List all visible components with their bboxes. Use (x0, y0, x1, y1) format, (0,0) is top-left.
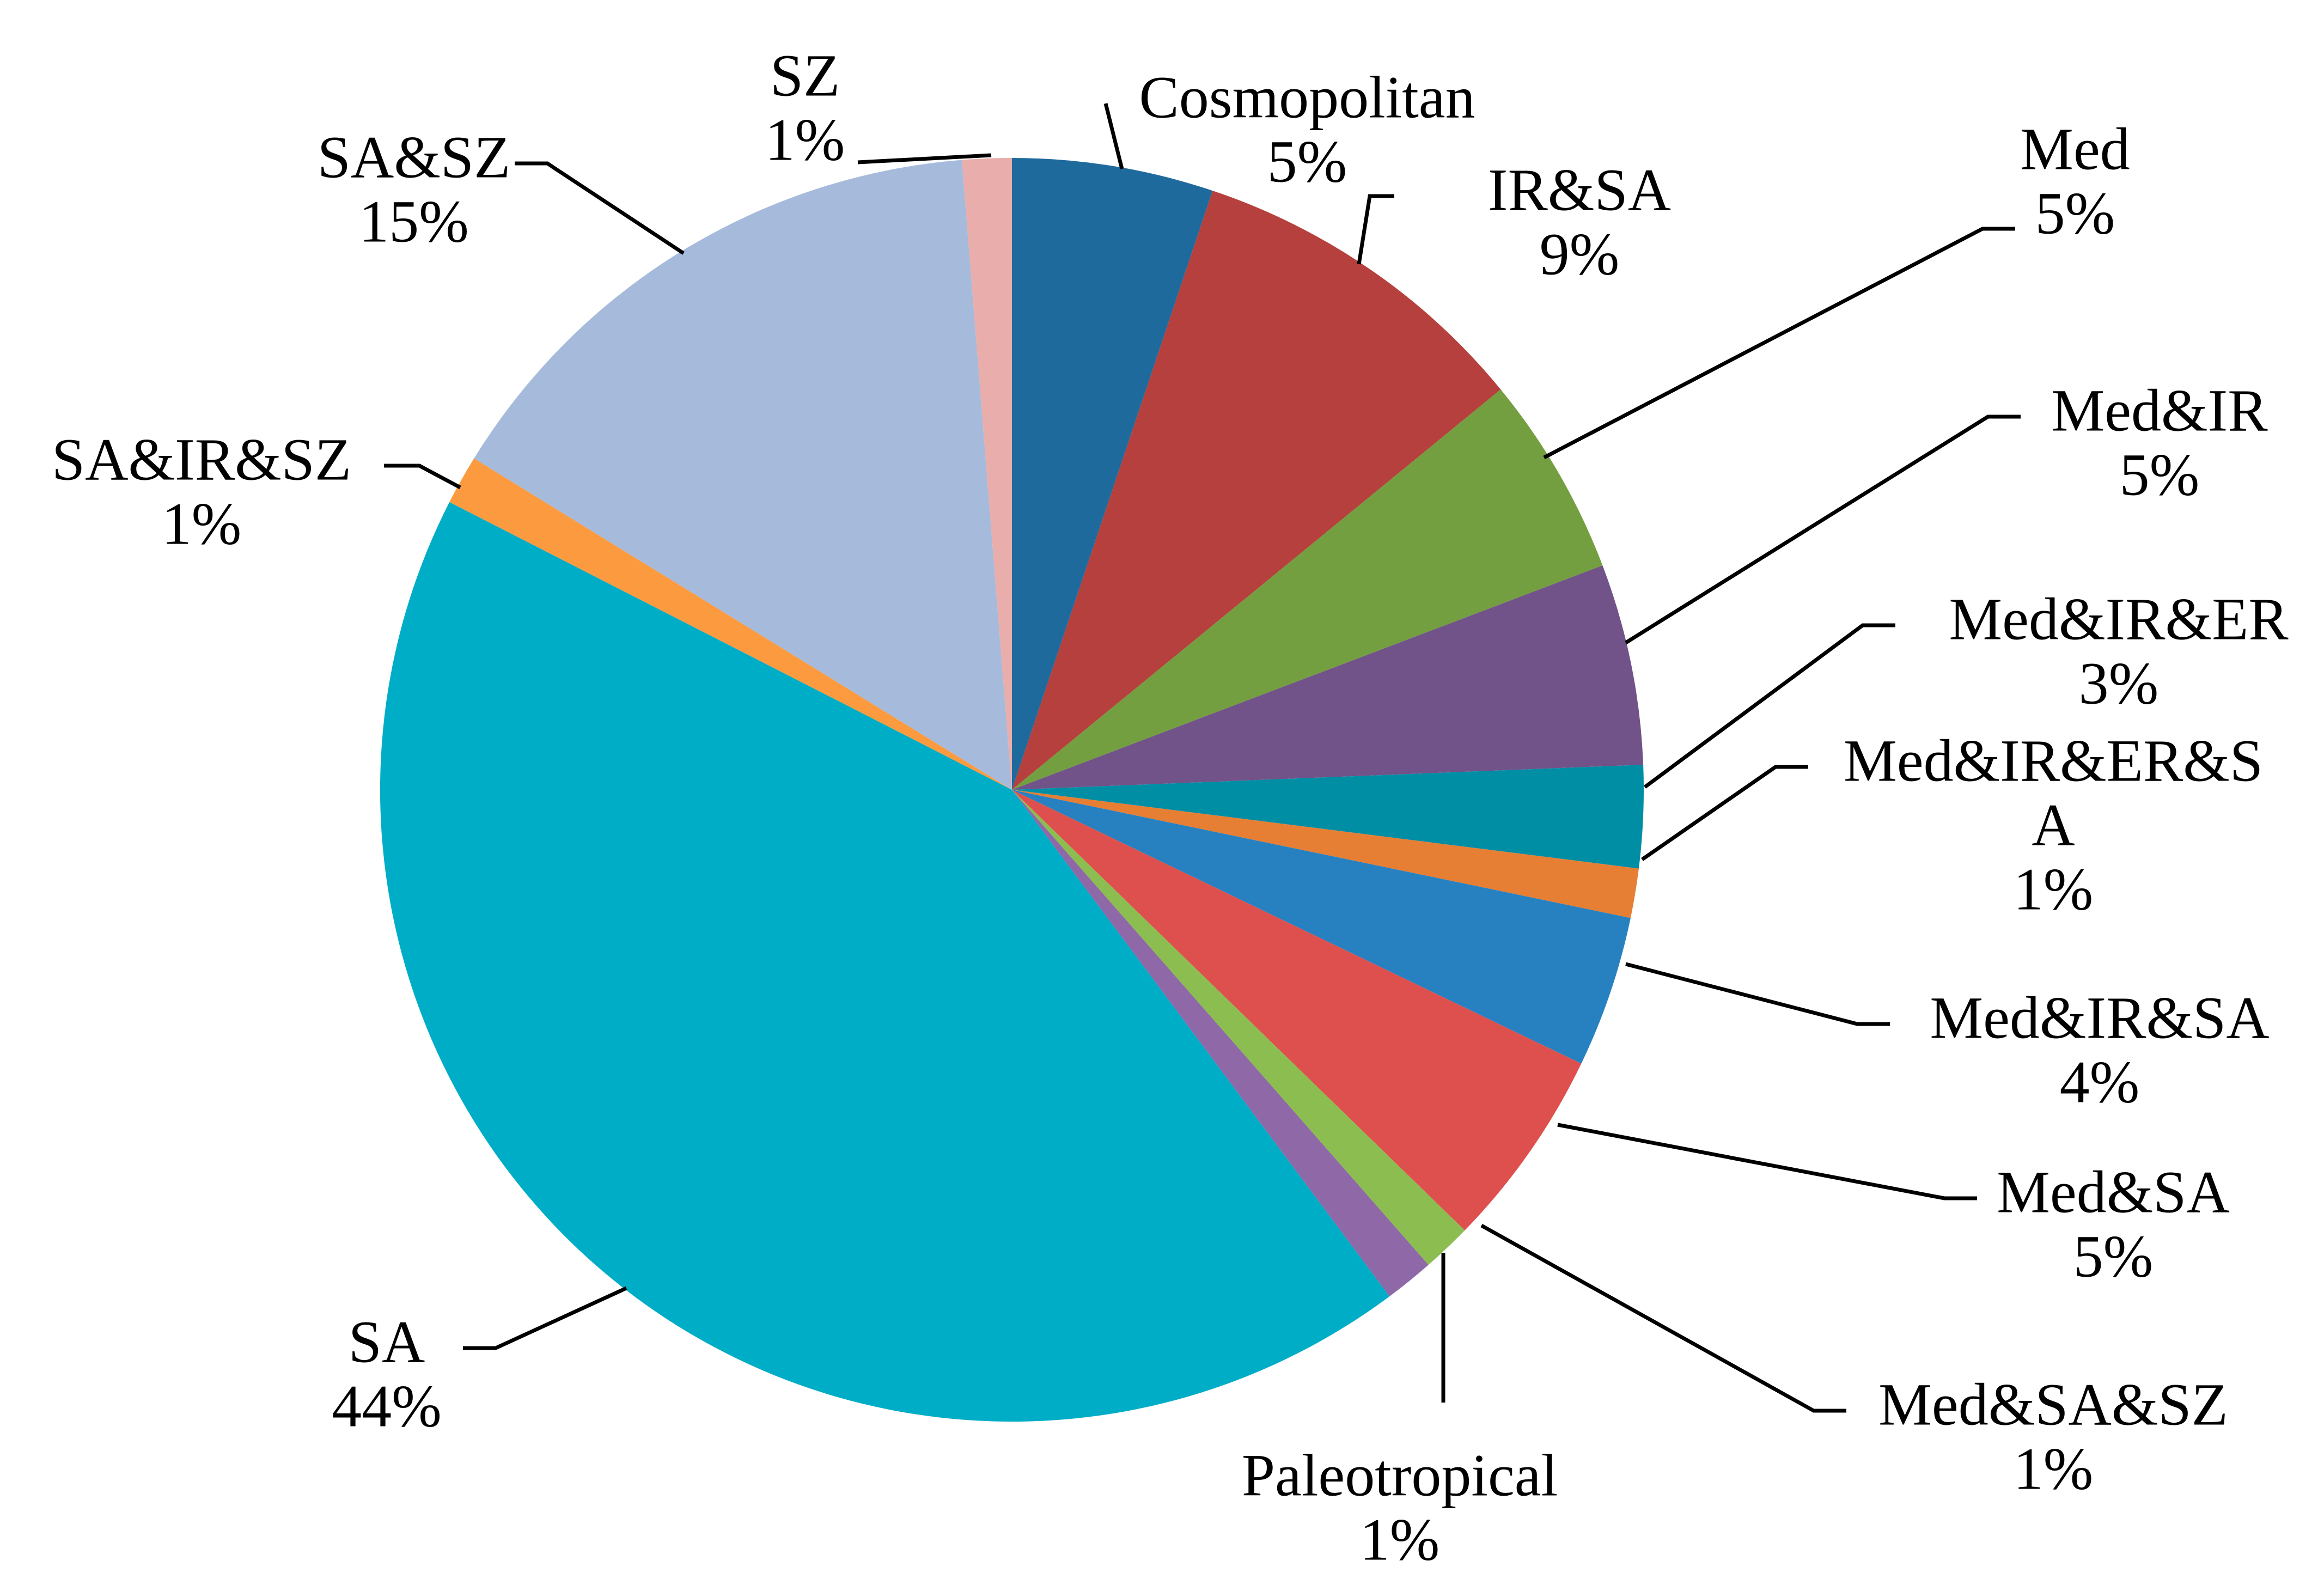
pie-slice-sz (962, 157, 1012, 790)
leader-line (1357, 194, 1394, 265)
slice-category-label: IR&SA (1488, 156, 1671, 223)
leader-line (384, 464, 461, 490)
pie-slice-med-sa-sz (1012, 790, 1465, 1265)
leader-lines (384, 103, 2021, 1413)
slice-value-label: 1% (162, 490, 242, 557)
slice-value-label: 15% (359, 188, 469, 254)
leader-line (1625, 414, 2021, 644)
slice-value-label: 3% (2079, 650, 2159, 716)
slice-category-label: Med&IR (2051, 377, 2268, 443)
slice-category-label: Med&SA&SZ (1878, 1371, 2228, 1437)
pie-slice-ir-sa (1012, 191, 1501, 790)
leader-line (1480, 1223, 1846, 1413)
slice-value-label: 5% (2120, 441, 2200, 508)
pie-slice-med-ir-er-sa (1012, 790, 1639, 918)
slice-value-label: 1% (2014, 856, 2094, 922)
slice-value-label: 1% (765, 106, 845, 173)
slice-category-label: Cosmopolitan (1139, 64, 1475, 130)
slice-category-label: SA&SZ (318, 124, 511, 190)
leader-line (857, 153, 992, 164)
slice-value-label: 5% (2035, 180, 2115, 246)
pie-slice-sa (380, 502, 1390, 1422)
slice-value-label: 1% (2014, 1435, 2094, 1502)
slice-value-label: 4% (2060, 1049, 2140, 1115)
slice-category-label: SA (349, 1308, 425, 1375)
pie-slice-med-ir-er (1012, 765, 1644, 869)
pie-slice-med-sa (1012, 790, 1582, 1230)
leader-line (1643, 623, 1895, 789)
slice-category-label: A (2032, 791, 2075, 858)
slice-category-label: Med (2020, 115, 2130, 182)
pie-slice-sa-sz (474, 160, 1012, 790)
pie-slices (380, 157, 1644, 1422)
pie-slice-med (1012, 389, 1603, 790)
slice-value-label: 5% (2073, 1223, 2154, 1289)
pie-slice-med-ir-sa (1012, 790, 1631, 1064)
slice-value-label: 1% (1360, 1506, 1440, 1572)
leader-line (1543, 227, 2015, 460)
leader-line (515, 161, 685, 255)
leader-line (1625, 962, 1890, 1026)
pie-slice-med-ir (1012, 565, 1644, 790)
slice-value-label: 5% (1267, 128, 1347, 194)
pie-slice-paleotropical (1012, 790, 1429, 1297)
slice-category-label: Paleotropical (1242, 1442, 1558, 1508)
pie-slice-sa-ir-sz (449, 458, 1012, 790)
slice-category-label: SZ (770, 42, 840, 108)
leader-line (463, 1286, 627, 1350)
slice-category-label: Med&IR&ER (1949, 586, 2289, 652)
pie-slice-cosmopolitan (1012, 158, 1213, 790)
slice-category-label: Med&IR&SA (1930, 984, 2269, 1051)
leader-line (1557, 1123, 1977, 1200)
slice-category-label: Med&IR&ER&S (1844, 727, 2263, 794)
slice-value-label: 44% (332, 1373, 442, 1439)
slice-category-label: SA&IR&SZ (52, 426, 351, 492)
slice-category-label: Med&SA (1997, 1159, 2230, 1225)
leader-line (1641, 765, 1808, 861)
slice-value-label: 9% (1540, 221, 1620, 287)
leader-line (1103, 103, 1124, 169)
